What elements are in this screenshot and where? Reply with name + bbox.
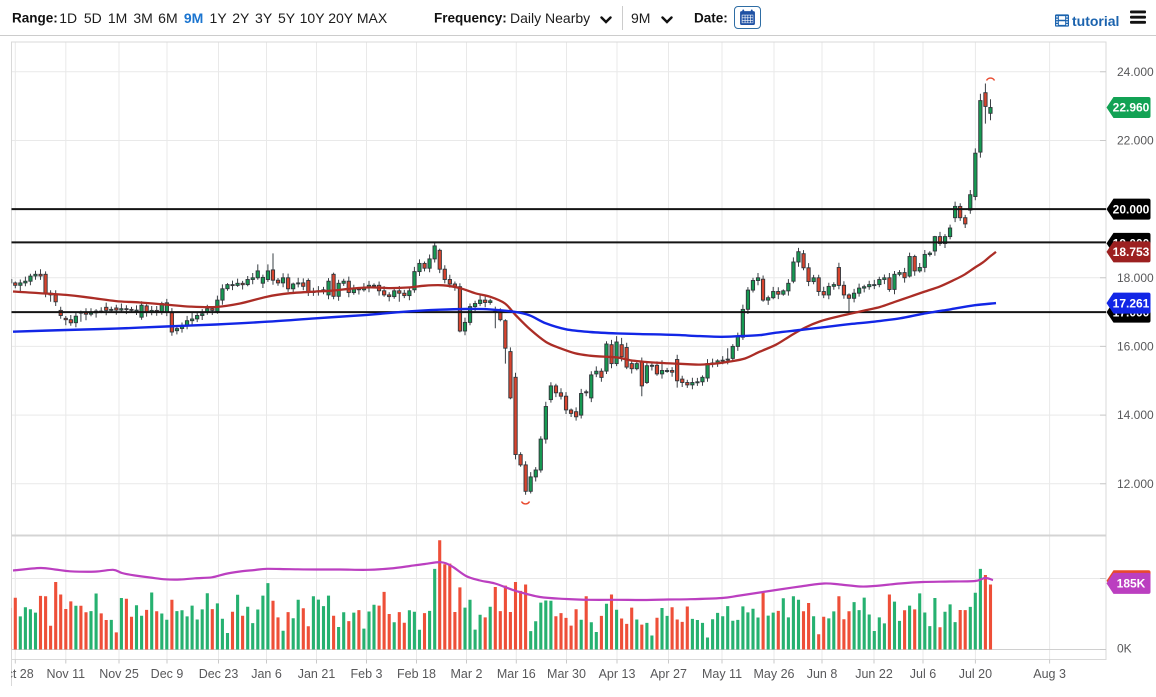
svg-text:Apr 13: Apr 13 <box>599 667 636 681</box>
svg-text:0K: 0K <box>1117 642 1132 656</box>
svg-text:17.261: 17.261 <box>1113 296 1150 310</box>
svg-text:18.000: 18.000 <box>1117 271 1154 285</box>
svg-text:185K: 185K <box>1117 577 1146 591</box>
svg-text:Jun 8: Jun 8 <box>807 667 838 681</box>
svg-text:22.000: 22.000 <box>1117 134 1154 148</box>
svg-text:24.000: 24.000 <box>1117 65 1154 79</box>
svg-text:Aug 3: Aug 3 <box>1033 667 1066 681</box>
svg-text:Mar 16: Mar 16 <box>497 667 536 681</box>
svg-text:Feb 3: Feb 3 <box>351 667 383 681</box>
svg-text:Mar 30: Mar 30 <box>547 667 586 681</box>
svg-text:12.000: 12.000 <box>1117 477 1154 491</box>
svg-text:Jul 20: Jul 20 <box>959 667 992 681</box>
svg-text:Jul 6: Jul 6 <box>910 667 936 681</box>
svg-text:Dec 23: Dec 23 <box>199 667 239 681</box>
svg-text:Nov 11: Nov 11 <box>46 667 85 681</box>
svg-text:May 26: May 26 <box>754 667 795 681</box>
svg-text:20.000: 20.000 <box>1113 202 1150 216</box>
svg-text:Jan 21: Jan 21 <box>298 667 336 681</box>
svg-text:Feb 18: Feb 18 <box>397 667 436 681</box>
svg-text:May 11: May 11 <box>702 667 742 681</box>
svg-text:16.000: 16.000 <box>1117 339 1154 353</box>
svg-text:Mar 2: Mar 2 <box>451 667 483 681</box>
svg-text:22.960: 22.960 <box>1113 101 1150 115</box>
svg-text:Oct 28: Oct 28 <box>0 667 34 681</box>
svg-text:Apr 27: Apr 27 <box>650 667 687 681</box>
svg-text:Jun 22: Jun 22 <box>855 667 893 681</box>
svg-text:Nov 25: Nov 25 <box>99 667 139 681</box>
svg-text:18.753: 18.753 <box>1113 245 1150 259</box>
svg-text:Jan 6: Jan 6 <box>251 667 282 681</box>
svg-text:14.000: 14.000 <box>1117 408 1154 422</box>
svg-text:Dec 9: Dec 9 <box>151 667 184 681</box>
